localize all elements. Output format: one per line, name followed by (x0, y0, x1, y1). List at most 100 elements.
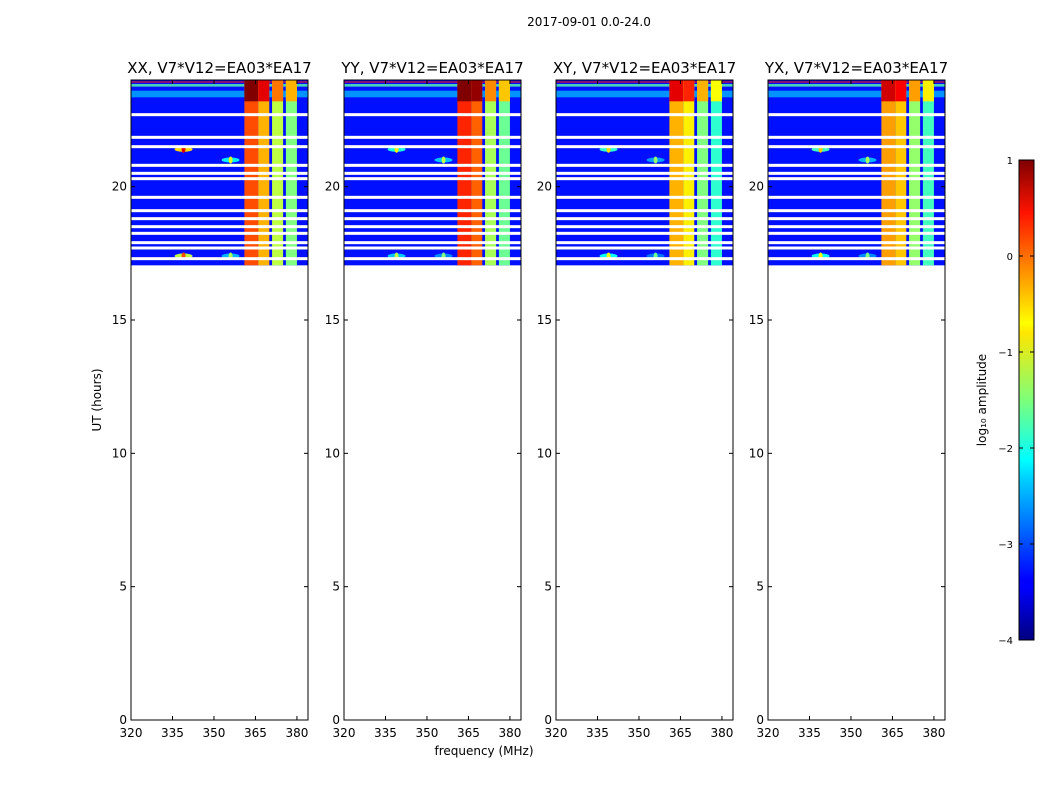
flagged-row (768, 246, 945, 250)
x-tick-label: 335 (586, 726, 609, 740)
x-tick-label: 350 (416, 726, 439, 740)
flagged-row (131, 231, 308, 235)
y-tick-label: 5 (332, 580, 340, 594)
noise-row (768, 84, 945, 87)
panel-title: XY, V7*V12=EA03*EA17 (553, 59, 736, 77)
y-tick-label: 15 (325, 313, 340, 327)
flagged-row (344, 209, 521, 213)
y-tick-label: 0 (332, 713, 340, 727)
noise-row (556, 84, 733, 87)
flagged-row (344, 217, 521, 221)
rfi-band-peak (471, 80, 483, 102)
panels: XX, V7*V12=EA03*EA17 320 335 350 365 380 0 5 10 1… (112, 59, 948, 740)
noise-row (131, 84, 308, 87)
x-tick-label: 350 (203, 726, 226, 740)
flagged-row (131, 135, 308, 139)
flagged-row (556, 163, 733, 167)
x-tick-label: 380 (710, 726, 733, 740)
x-tick-label: 335 (374, 726, 397, 740)
flagged-row (556, 135, 733, 139)
colorbar-tick-label: 0 (1007, 252, 1013, 263)
flagged-row (768, 225, 945, 229)
flagged-row (556, 209, 733, 213)
flagged-row (344, 225, 521, 229)
flagged-row (556, 171, 733, 175)
y-tick-label: 20 (112, 180, 127, 194)
flagged-row (768, 171, 945, 175)
panel-frame (130, 79, 309, 721)
heatmap-area (556, 80, 733, 266)
rfi-spot (441, 156, 446, 164)
colorbar-tick-label: −3 (998, 540, 1013, 551)
panel-title: YX, V7*V12=EA03*EA17 (764, 59, 948, 77)
rfi-band-peak (881, 80, 896, 102)
x-tick-label: 350 (628, 726, 651, 740)
flagged-row (768, 241, 945, 245)
rfi-band-peak (457, 80, 472, 102)
panel-1: XX, V7*V12=EA03*EA17 320 335 350 365 380 0 5 10 1… (112, 59, 312, 740)
figure-title: 2017-09-01 0.0-24.0 (527, 15, 651, 29)
colorbar-tick-label: −4 (998, 636, 1013, 647)
flagged-row (768, 135, 945, 139)
heatmap-area (768, 80, 945, 266)
flagged-row (131, 145, 308, 149)
flagged-row (344, 231, 521, 235)
y-axis-label: UT (hours) (90, 368, 104, 431)
colorbar-gradient (1018, 159, 1035, 641)
x-tick-label: 320 (545, 726, 568, 740)
flagged-row (556, 246, 733, 250)
rfi-band-peak (485, 80, 497, 102)
flagged-row (131, 246, 308, 250)
y-tick-label: 5 (544, 580, 552, 594)
noise-row (344, 81, 521, 83)
x-tick-label: 335 (161, 726, 184, 740)
colorbar: 1 0 −1 −2 −3 −4 log₁₀ amplitude (975, 156, 1035, 647)
rfi-band-peak (895, 80, 907, 102)
colorbar-tick-label: 1 (1007, 156, 1013, 167)
rfi-spot (653, 156, 658, 164)
noise-row (131, 90, 308, 98)
noise-row (768, 81, 945, 83)
flagged-row (768, 177, 945, 181)
rfi-band-peak (669, 80, 684, 102)
flagged-row (131, 241, 308, 245)
flagged-row (768, 217, 945, 221)
flagged-row (768, 113, 945, 117)
y-tick-label: 10 (112, 446, 127, 460)
y-tick-label: 10 (749, 446, 764, 460)
x-tick-label: 380 (498, 726, 521, 740)
y-tick-label: 0 (544, 713, 552, 727)
panel-frame (343, 79, 522, 721)
x-tick-label: 365 (881, 726, 904, 740)
noise-row (344, 84, 521, 87)
flagged-row (768, 145, 945, 149)
rfi-band-peak (909, 80, 921, 102)
flagged-row (556, 177, 733, 181)
flagged-row (344, 171, 521, 175)
flagged-row (556, 113, 733, 117)
y-tick-label: 15 (749, 313, 764, 327)
flagged-row (131, 177, 308, 181)
rfi-spot (865, 156, 870, 164)
flagged-row (131, 209, 308, 213)
heatmap-area (131, 80, 308, 266)
flagged-row (344, 113, 521, 117)
y-tick-label: 15 (112, 313, 127, 327)
flagged-row (768, 231, 945, 235)
panel-frame (555, 79, 734, 721)
flagged-row (556, 231, 733, 235)
flagged-row (344, 177, 521, 181)
panel-title: YY, V7*V12=EA03*EA17 (340, 59, 523, 77)
colorbar-tick-label: −1 (998, 348, 1013, 359)
x-axis-label: frequency (MHz) (434, 744, 533, 758)
panel-2: YY, V7*V12=EA03*EA17 320 335 350 365 380 0 5 10 1… (325, 59, 524, 740)
flagged-row (344, 195, 521, 199)
flagged-row (556, 241, 733, 245)
noise-row (131, 81, 308, 83)
flagged-row (131, 217, 308, 221)
y-tick-label: 15 (537, 313, 552, 327)
x-tick-label: 320 (333, 726, 356, 740)
rfi-band-peak (285, 80, 297, 102)
flagged-row (131, 113, 308, 117)
